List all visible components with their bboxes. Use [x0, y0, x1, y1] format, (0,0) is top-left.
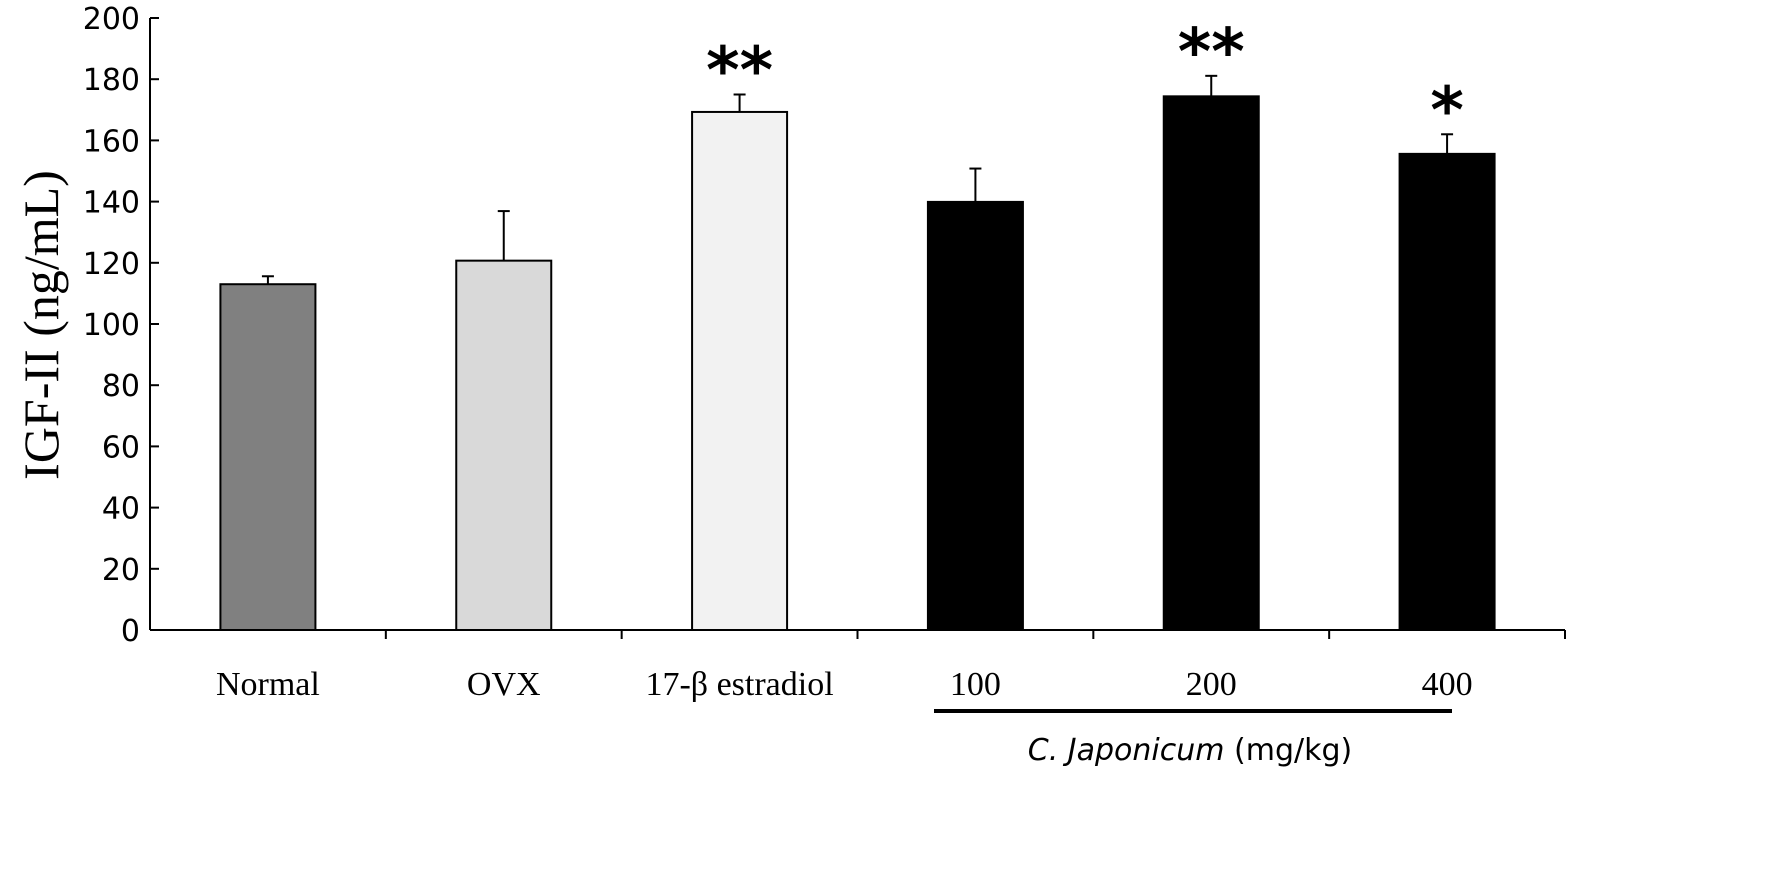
y-tick-label: 60	[102, 430, 140, 465]
significance-marker: **	[1178, 16, 1245, 90]
x-tick-label: 17-β estradiol	[645, 666, 833, 703]
y-tick-label: 20	[102, 553, 140, 588]
y-tick-label: 120	[83, 247, 140, 282]
x-tick-label: 200	[1186, 666, 1237, 703]
x-tick-label: OVX	[467, 666, 541, 703]
group-label: C. Japonicum (mg/kg)	[1028, 733, 1352, 768]
y-axis-label: IGF-II (ng/mL)	[13, 170, 69, 480]
x-tick-label: 100	[950, 666, 1001, 703]
y-tick-label: 80	[102, 369, 140, 404]
significance-marker: *	[1430, 74, 1463, 148]
y-tick-label: 160	[83, 124, 140, 159]
bar-17-estradiol	[691, 110, 789, 631]
bar-200	[1162, 95, 1260, 631]
y-tick-label: 140	[83, 186, 140, 221]
y-tick-label: 40	[102, 492, 140, 527]
group-label-italic: C. Japonicum	[1028, 733, 1225, 768]
group-label-unit: (mg/kg)	[1225, 733, 1353, 768]
bar-400	[1398, 152, 1496, 631]
x-tick-label: Normal	[216, 666, 320, 703]
y-tick-label: 0	[121, 614, 140, 649]
y-tick-label: 100	[83, 308, 140, 343]
significance-marker: **	[706, 35, 773, 109]
bar-100	[926, 200, 1024, 631]
y-tick-label: 180	[83, 63, 140, 98]
x-tick-label: 400	[1422, 666, 1473, 703]
bar-normal	[219, 283, 317, 631]
y-tick-label: 200	[83, 2, 140, 37]
bar-ovx	[455, 259, 553, 631]
